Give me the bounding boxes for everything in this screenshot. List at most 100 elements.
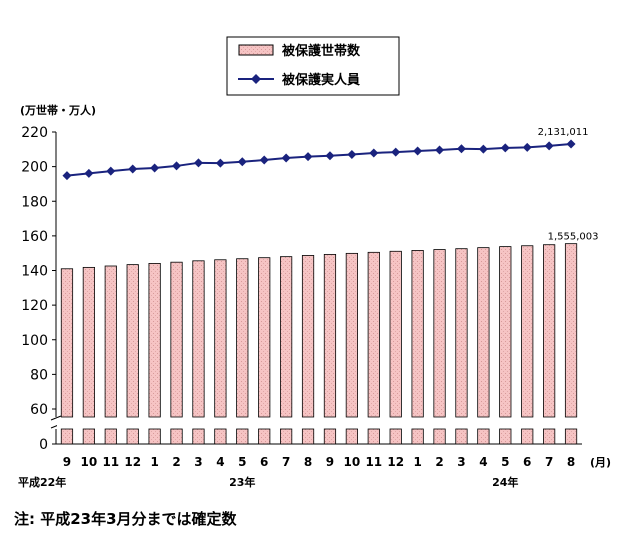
bar	[433, 249, 446, 418]
x-tick-label: 9	[326, 455, 334, 469]
bar	[367, 251, 380, 418]
bar-stub	[477, 428, 490, 445]
bar	[301, 255, 315, 418]
x-tick-label: 3	[194, 455, 202, 469]
line-point	[478, 144, 488, 154]
bar-stub	[82, 428, 95, 445]
x-axis-unit-label: (月)	[590, 456, 611, 469]
legend: 被保護世帯数 被保護実人員	[226, 36, 400, 96]
line-point	[544, 141, 554, 151]
x-tick-label: 11	[365, 455, 382, 469]
x-tick-label: 12	[124, 455, 141, 469]
bar-stub	[301, 428, 315, 445]
bar-stub	[258, 428, 271, 445]
line-point	[259, 155, 269, 165]
y-tick-label: 200	[21, 160, 48, 176]
y-tick-label: 160	[21, 229, 48, 245]
line-point	[303, 152, 313, 162]
bar-stub	[214, 428, 227, 445]
x-tick-label: 9	[63, 455, 71, 469]
bar-stub	[170, 428, 183, 445]
bar-series: 1,555,003	[57, 232, 598, 445]
x-axis-labels: 9 10 11 12 1 2 3 4 5 6 7 8 9 10 11 12 1 2 3 4 5 6 7 8 (月)平成22年 23…	[18, 455, 611, 489]
x-tick-label: 7	[545, 455, 553, 469]
bar-stub	[433, 428, 446, 445]
line-point	[435, 145, 445, 155]
line-point	[500, 143, 510, 153]
line-point	[215, 158, 225, 168]
y-tick-label: 120	[21, 298, 48, 314]
bar-stub	[280, 428, 293, 445]
bar	[521, 245, 534, 418]
bar	[258, 257, 271, 418]
bar-stub	[389, 428, 402, 445]
year-label: 平成22年	[18, 475, 66, 489]
bar	[104, 265, 117, 418]
x-tick-label: 12	[387, 455, 404, 469]
bar	[345, 252, 358, 418]
bar	[477, 247, 490, 418]
y-tick-label: 220	[21, 125, 48, 141]
x-tick-label: 8	[567, 455, 575, 469]
bar	[455, 248, 468, 418]
x-tick-label: 2	[172, 455, 180, 469]
line-point	[128, 164, 138, 174]
bar-stub	[543, 428, 556, 445]
line-point	[62, 171, 72, 181]
legend-label-bar: 被保護世帯数	[281, 43, 361, 59]
x-tick-label: 4	[216, 455, 224, 469]
bar-stub	[521, 428, 534, 445]
line-point	[281, 153, 291, 163]
line-point	[522, 142, 532, 152]
legend-swatch-bar	[238, 44, 274, 56]
bar-stub	[192, 428, 205, 445]
x-tick-label: 10	[344, 455, 361, 469]
bar-stub	[455, 428, 468, 445]
bar-stub	[345, 428, 358, 445]
y-axis-unit-label: (万世帯・万人)	[20, 103, 96, 117]
line-point	[193, 158, 203, 168]
bar	[126, 264, 139, 418]
axis-break-band	[57, 418, 583, 428]
line-point	[347, 150, 357, 160]
x-tick-label: 8	[304, 455, 312, 469]
x-tick-label: 7	[282, 455, 290, 469]
line-point	[150, 163, 160, 173]
bar	[148, 263, 161, 418]
bar	[280, 256, 293, 418]
y-tick-label: 0	[39, 437, 48, 453]
x-tick-label: 4	[479, 455, 487, 469]
bar-stub	[60, 428, 74, 445]
bar-stub	[126, 428, 139, 445]
bar-stub	[323, 428, 337, 445]
bar	[411, 250, 424, 418]
line-point	[391, 147, 401, 157]
line-point	[413, 146, 423, 156]
axis-break-mark	[50, 415, 62, 421]
line-series: 2,131,011	[62, 127, 589, 181]
year-label: 24年	[492, 475, 518, 489]
bar-stub	[367, 428, 380, 445]
y-axis: 0 60 80 100 120 140 160 180 200 220	[21, 125, 582, 453]
line-point	[566, 139, 576, 149]
year-label: 23年	[229, 475, 255, 489]
y-tick-label: 140	[21, 264, 48, 280]
bar	[543, 244, 556, 418]
line-point	[106, 166, 116, 176]
bar-stub	[236, 428, 249, 445]
y-tick-label: 180	[21, 194, 48, 210]
bar	[564, 243, 578, 418]
bar	[82, 266, 95, 418]
y-tick-label: 60	[30, 402, 48, 418]
x-tick-label: 6	[260, 455, 268, 469]
bar	[323, 253, 337, 418]
line-end-label: 2,131,011	[538, 127, 589, 138]
x-tick-label: 1	[150, 455, 158, 469]
line-point	[237, 157, 247, 167]
bar	[389, 250, 402, 418]
footnote: 注: 平成23年3月分までは確定数	[14, 510, 237, 528]
bar	[214, 259, 227, 418]
bar-stub	[499, 428, 512, 445]
bar	[170, 261, 183, 418]
bar-stub	[148, 428, 161, 445]
